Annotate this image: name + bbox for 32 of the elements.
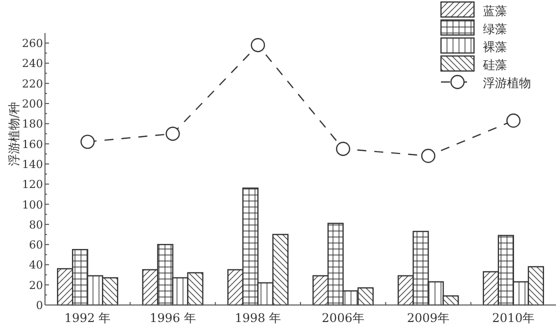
- y-tick-label: 20: [29, 278, 43, 292]
- y-tick-label: 100: [22, 198, 43, 212]
- point: [250, 38, 266, 52]
- point: [80, 134, 95, 149]
- x-tick-label: 2010年: [492, 311, 535, 325]
- point: [421, 148, 436, 164]
- y-tick-label: 260: [22, 37, 43, 50]
- point: [506, 114, 521, 128]
- y-tick-label: 200: [22, 98, 43, 111]
- y-tick-label: 80: [29, 218, 43, 232]
- x-tick-label: 2009年: [406, 311, 450, 325]
- x-tick-label: 1996 年: [150, 311, 196, 325]
- x-tick-label: 2006年: [322, 311, 364, 325]
- x-tick-label: 1992 年: [64, 311, 111, 325]
- point: [336, 142, 350, 156]
- x-tick-label: 1998 年: [234, 311, 282, 325]
- y-tick-label: 240: [22, 57, 43, 70]
- y-tick-label: 180: [22, 118, 43, 131]
- legend-label: 裸藻: [483, 40, 507, 54]
- y-tick-label: 40: [29, 258, 43, 272]
- y-tick-label: 60: [29, 238, 43, 252]
- y-tick-label: 160: [22, 138, 43, 151]
- legend-label: 浮游植物: [483, 76, 531, 90]
- y-tick-label: 140: [22, 158, 43, 171]
- legend-label: 绿藻: [483, 22, 507, 36]
- legend-label: 蓝藻: [483, 4, 507, 18]
- point: [166, 126, 180, 141]
- y-tick-label: 120: [22, 178, 43, 192]
- y-tick-label: 220: [22, 77, 43, 90]
- y-axis-title: 浮游植物/种: [7, 102, 21, 166]
- legend-label: 硅藻: [482, 58, 507, 72]
- y-tick-label: 0: [36, 299, 43, 312]
